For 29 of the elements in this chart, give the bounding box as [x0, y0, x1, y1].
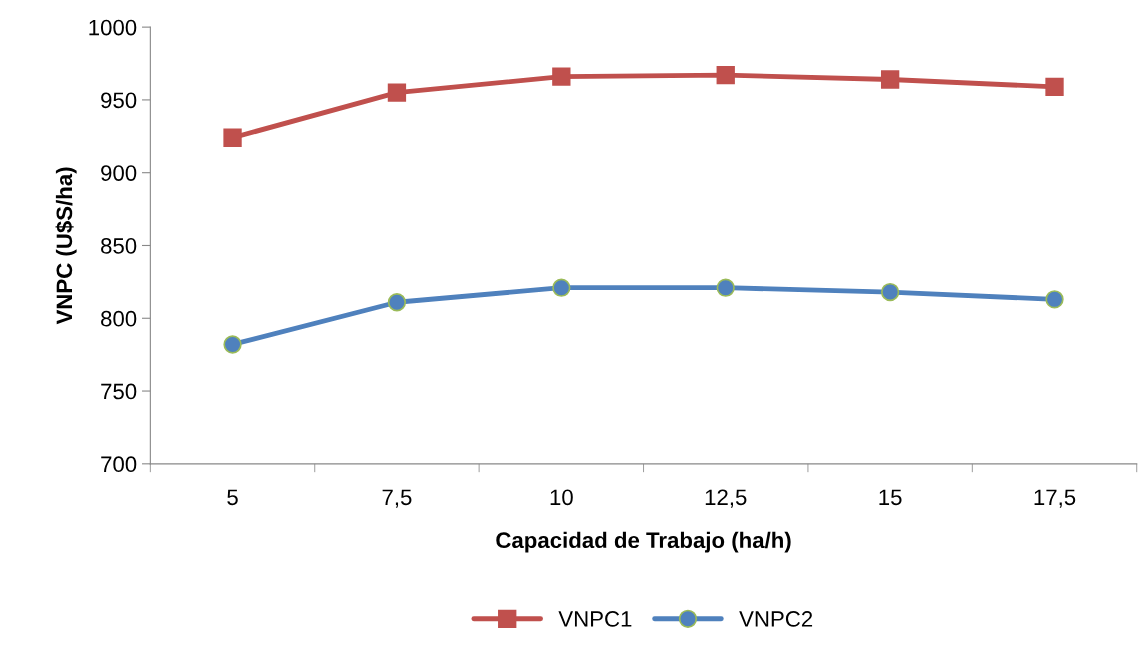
legend-label: VNPC2: [739, 611, 813, 627]
x-tick-label: 12,5: [705, 489, 747, 508]
x-tick-label: 10: [550, 489, 573, 506]
point: [552, 278, 571, 297]
y-tick-label: 700: [101, 456, 137, 473]
y-tick-label: 900: [101, 165, 137, 181]
y-tick-label: 750: [101, 383, 137, 400]
x-axis-title: Capacidad de Trabajo (ha/h): [496, 531, 791, 553]
point: [880, 282, 900, 302]
point: [1045, 290, 1064, 309]
y-tick-label: 850: [101, 238, 137, 254]
point: [552, 67, 571, 86]
point: [716, 66, 735, 85]
x-tick-label: 7,5: [382, 489, 412, 508]
x-tick-label: 5: [227, 489, 238, 506]
point: [880, 70, 900, 89]
point: [387, 293, 407, 312]
point: [1045, 77, 1064, 96]
y-tick-label: 1000: [89, 19, 137, 36]
x-tick-label: 17,5: [1034, 489, 1076, 508]
y-tick-label: 800: [101, 310, 137, 327]
legend-label: VNPC1: [558, 611, 632, 627]
x-tick-label: 15: [879, 489, 902, 506]
y-axis-title: VNPC (U$S/ha): [55, 167, 77, 325]
point: [716, 278, 735, 297]
point: [387, 83, 407, 102]
y-tick-label: 950: [101, 92, 137, 109]
point: [223, 335, 242, 354]
point: [223, 128, 242, 147]
